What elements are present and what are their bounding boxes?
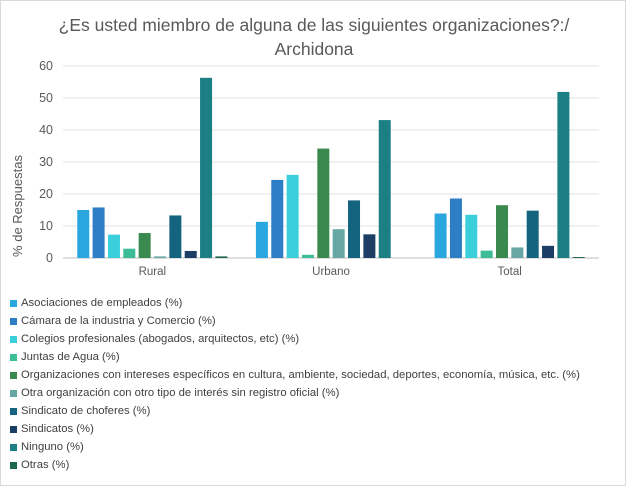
bar bbox=[255, 221, 268, 258]
y-tick-label: 10 bbox=[39, 219, 53, 233]
legend-swatch bbox=[10, 425, 17, 433]
legend-item: Ninguno (%) bbox=[10, 438, 622, 456]
bar bbox=[107, 234, 120, 258]
y-tick-label: 20 bbox=[39, 187, 53, 201]
legend-item: Asociaciones de empleados (%) bbox=[10, 294, 622, 312]
legend-item: Cámara de la industria y Comercio (%) bbox=[10, 312, 622, 330]
legend-label: Otras (%) bbox=[21, 459, 70, 471]
legend-label: Asociaciones de empleados (%) bbox=[21, 297, 183, 309]
legend-swatch bbox=[10, 461, 17, 469]
y-axis-ticks: 0 10 20 30 40 50 60 bbox=[39, 59, 53, 265]
legend-label: Organizaciones con intereses específicos… bbox=[21, 369, 580, 381]
y-tick-label: 40 bbox=[39, 123, 53, 137]
y-tick-label: 60 bbox=[39, 59, 53, 73]
bar bbox=[200, 77, 213, 258]
bar bbox=[301, 254, 314, 258]
bar bbox=[138, 233, 151, 258]
bar bbox=[378, 120, 391, 258]
bar bbox=[215, 256, 228, 258]
bar bbox=[572, 257, 585, 258]
bar bbox=[465, 214, 478, 258]
bar bbox=[184, 250, 197, 258]
legend-swatch bbox=[10, 353, 17, 361]
legend-label: Juntas de Agua (%) bbox=[21, 351, 120, 363]
bar bbox=[348, 200, 361, 258]
bar bbox=[363, 234, 376, 258]
bar bbox=[286, 174, 299, 258]
legend-item: Colegios profesionales (abogados, arquit… bbox=[10, 330, 622, 348]
legend-swatch bbox=[10, 317, 17, 325]
x-category-label: Urbano bbox=[312, 266, 350, 278]
bar bbox=[169, 215, 182, 258]
legend-item: Sindicatos (%) bbox=[10, 420, 622, 438]
legend-item: Otras (%) bbox=[10, 456, 622, 474]
bar bbox=[526, 210, 539, 258]
bar bbox=[332, 229, 345, 258]
legend-label: Otra organización con otro tipo de inter… bbox=[21, 387, 340, 399]
x-category-label: Total bbox=[498, 266, 522, 278]
legend-swatch bbox=[10, 371, 17, 379]
legend-swatch bbox=[10, 389, 17, 397]
bar bbox=[557, 91, 570, 258]
bar bbox=[511, 247, 524, 258]
legend-item: Organizaciones con intereses específicos… bbox=[10, 366, 622, 384]
legend: Asociaciones de empleados (%) Cámara de l… bbox=[10, 294, 622, 474]
legend-swatch bbox=[10, 335, 17, 343]
y-tick-label: 50 bbox=[39, 91, 53, 105]
legend-label: Sindicatos (%) bbox=[21, 423, 94, 435]
bar bbox=[123, 248, 136, 258]
legend-item: Otra organización con otro tipo de inter… bbox=[10, 384, 622, 402]
chart-title-line-1: ¿Es usted miembro de alguna de las sigui… bbox=[58, 15, 570, 35]
legend-label: Colegios profesionales (abogados, arquit… bbox=[21, 333, 300, 345]
y-axis-label: % de Respuestas bbox=[10, 155, 25, 257]
bar bbox=[542, 245, 555, 258]
bar bbox=[317, 148, 330, 258]
bar bbox=[154, 256, 167, 258]
x-category-label: Rural bbox=[139, 266, 166, 278]
chart-title: ¿Es usted miembro de alguna de las sigui… bbox=[41, 13, 587, 61]
x-axis-categories: Rural Urbano Total bbox=[139, 266, 522, 278]
bars bbox=[77, 77, 585, 258]
bar bbox=[434, 213, 447, 258]
bar bbox=[77, 210, 90, 258]
legend-swatch bbox=[10, 407, 17, 415]
legend-item: Juntas de Agua (%) bbox=[10, 348, 622, 366]
gridlines bbox=[63, 65, 599, 259]
y-tick-label: 0 bbox=[46, 251, 53, 265]
legend-swatch bbox=[10, 299, 17, 307]
legend-label: Ninguno (%) bbox=[21, 441, 84, 453]
chart-title-line-2: Archidona bbox=[274, 39, 354, 59]
legend-label: Sindicato de choferes (%) bbox=[21, 405, 151, 417]
legend-label: Cámara de la industria y Comercio (%) bbox=[21, 315, 216, 327]
bar bbox=[449, 198, 462, 258]
bar bbox=[271, 179, 284, 258]
bar-chart: 0 10 20 30 40 50 60 Rural Urbano Total % de Resp… bbox=[10, 59, 599, 278]
legend-swatch bbox=[10, 443, 17, 451]
legend-item: Sindicato de choferes (%) bbox=[10, 402, 622, 420]
bar bbox=[480, 250, 493, 258]
bar bbox=[92, 207, 105, 258]
y-tick-label: 30 bbox=[39, 155, 53, 169]
bar bbox=[495, 205, 508, 258]
